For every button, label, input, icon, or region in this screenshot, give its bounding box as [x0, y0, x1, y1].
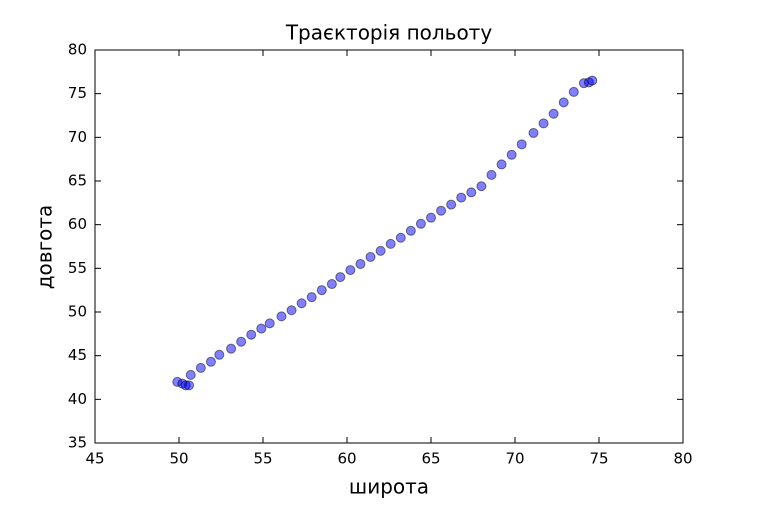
point — [415, 218, 426, 229]
point — [375, 245, 386, 256]
point — [538, 118, 549, 129]
point — [365, 251, 376, 262]
point — [184, 380, 195, 391]
x-tick-label: 65 — [421, 450, 440, 468]
point — [506, 149, 517, 160]
point — [296, 298, 307, 309]
x-tick-label: 80 — [673, 450, 692, 468]
point — [436, 205, 447, 216]
point — [456, 192, 467, 203]
y-tick-label: 50 — [68, 303, 87, 321]
point — [246, 329, 257, 340]
point — [476, 181, 487, 192]
y-tick-label: 60 — [68, 215, 87, 233]
x-tick-label: 60 — [337, 450, 356, 468]
point — [326, 279, 337, 290]
x-tick-label: 70 — [505, 450, 524, 468]
point — [226, 343, 237, 354]
point — [426, 212, 436, 223]
point — [548, 108, 559, 119]
y-tick-label: 75 — [68, 84, 87, 102]
point — [446, 199, 457, 210]
point — [587, 75, 598, 86]
x-axis-label: широта — [349, 475, 429, 499]
point — [395, 232, 406, 243]
point — [276, 311, 287, 322]
x-tick-label: 55 — [253, 450, 272, 468]
point — [385, 238, 396, 249]
y-axis-label: довгота — [33, 205, 57, 290]
point — [264, 318, 275, 329]
point — [195, 362, 206, 373]
point — [558, 97, 569, 108]
point — [516, 139, 527, 150]
x-tick-label: 50 — [169, 450, 188, 468]
y-tick-label: 55 — [68, 259, 87, 277]
y-tick-label: 80 — [68, 41, 87, 59]
point — [345, 265, 356, 276]
point — [355, 258, 366, 269]
chart-title: Траєкторія польоту — [285, 21, 493, 45]
point — [496, 159, 507, 170]
point — [214, 349, 225, 360]
x-tick-label: 75 — [589, 450, 608, 468]
y-tick-label: 70 — [68, 128, 87, 146]
y-tick-label: 40 — [68, 390, 87, 408]
point — [185, 369, 196, 380]
y-tick-label: 45 — [68, 346, 87, 364]
x-tick-label: 45 — [85, 450, 104, 468]
point — [486, 169, 497, 180]
point — [528, 127, 539, 138]
point — [405, 225, 416, 236]
point — [256, 323, 267, 334]
point — [286, 305, 297, 316]
y-tick-label: 35 — [68, 434, 87, 452]
y-tick-label: 65 — [68, 172, 87, 190]
point — [205, 356, 216, 367]
point — [236, 336, 247, 347]
point — [306, 292, 317, 303]
point — [568, 86, 579, 97]
point — [316, 285, 327, 296]
point — [466, 187, 477, 198]
point — [335, 272, 346, 283]
